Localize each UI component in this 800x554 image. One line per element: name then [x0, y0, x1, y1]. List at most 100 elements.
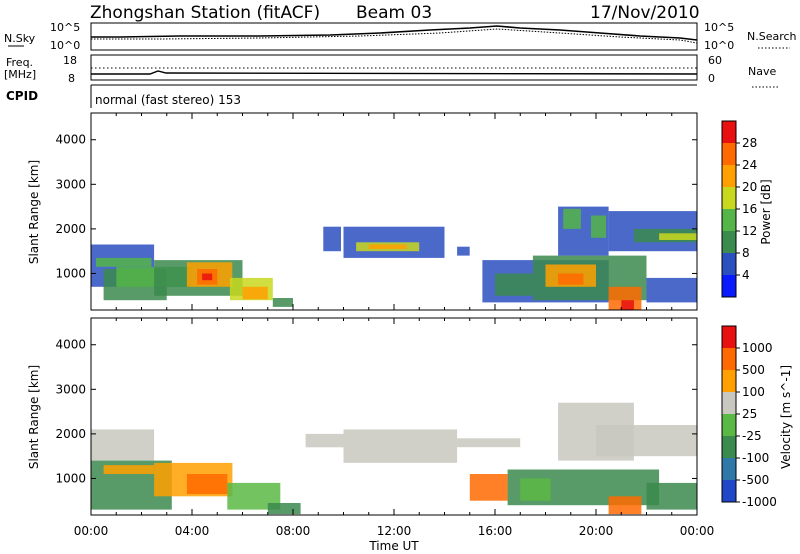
power-colorbar-block-5 — [722, 165, 736, 187]
date-label: 17/Nov/2010 — [590, 3, 700, 23]
power-colorbar-block-3 — [722, 209, 736, 231]
time-x-axis: 00:00 04:00 08:00 12:00 16:00 20:00 00:00 — [74, 524, 715, 538]
power-colorbar: 4 8 12 16 20 24 28 Power [dB] — [721, 120, 773, 298]
velocity-colorbar-block-4 — [722, 392, 736, 414]
velocity-scatter-region-10 — [469, 474, 508, 501]
power-scatter-region-14 — [368, 244, 407, 249]
power-ylabel: Slant Range [km] — [27, 160, 41, 264]
nsky-tick-bottom: 10^0 — [50, 39, 80, 52]
velocity-colorbar: 1000 500 100 25 -25 -100 -500 -1000 Velocity [m… — [721, 325, 793, 509]
cpid-panel: CPID normal (fast stereo) 153 — [6, 84, 697, 108]
power-ytick-label-2: 3000 — [55, 177, 86, 191]
velocity-scatter-region-14 — [596, 425, 697, 457]
velocity-colorbar-label-0: 1000 — [742, 341, 773, 355]
power-colorbar-block-6 — [722, 143, 736, 165]
nsky-label: N.Sky — [4, 32, 36, 45]
freq-trace — [91, 70, 698, 75]
velocity-colorbar-block-5 — [722, 370, 736, 392]
velocity-colorbar-block-6 — [722, 348, 736, 370]
velocity-ytick-label-1: 2000 — [55, 427, 86, 441]
power-scatter-region-1 — [96, 257, 152, 267]
velocity-colorbar-label-3: 25 — [742, 407, 757, 421]
velocity-ylabel: Slant Range [km] — [27, 365, 41, 469]
power-colorbar-blocks: 4 8 12 16 20 24 28 — [721, 120, 757, 298]
power-ytick-label-3: 4000 — [55, 133, 86, 147]
power-scatter-region-22 — [621, 300, 634, 310]
nsky-trace — [91, 25, 698, 41]
nsearch-tick-top: 10^5 — [704, 21, 734, 34]
power-colorbar-title: Power [dB] — [759, 179, 773, 244]
power-colorbar-block-1 — [722, 253, 736, 275]
velocity-colorbar-label-4: -25 — [742, 429, 762, 443]
velocity-colorbar-label-5: -100 — [742, 451, 769, 465]
power-scatter-region-25 — [563, 208, 581, 229]
velocity-scatter-region-7 — [305, 433, 344, 448]
nsky-panel: N.Sky 10^5 10^0 10^5 10^0 N.Search — [4, 21, 797, 52]
power-colorbar-label-0: 4 — [742, 268, 750, 282]
nave-tick-top: 60 — [708, 54, 722, 67]
freq-label: Freq. — [6, 56, 33, 69]
power-ytick-label-1: 2000 — [55, 222, 86, 236]
power-scatter-region-29 — [659, 233, 697, 240]
velocity-scatter-region-9 — [457, 438, 521, 448]
velocity-heatmap — [91, 402, 697, 515]
velocity-colorbar-label-2: 100 — [742, 385, 765, 399]
velocity-scatter-region-8 — [343, 429, 458, 463]
velocity-scatter-region-4 — [186, 474, 228, 495]
velocity-ytick-label-0: 1000 — [55, 471, 86, 485]
freq-frame — [90, 54, 698, 81]
freq-panel: Freq. [MHz] 18 8 60 0 Nave — [4, 54, 778, 88]
power-ytick-label-0: 1000 — [55, 266, 86, 280]
velocity-colorbar-title: Velocity [m s^-1] — [779, 365, 793, 469]
velocity-colorbar-block-2 — [722, 436, 736, 458]
freq-tick-bottom: 8 — [68, 72, 75, 85]
x-axis-label: Time UT — [368, 539, 419, 553]
velocity-scatter-region-0 — [91, 429, 155, 461]
power-colorbar-label-1: 8 — [742, 246, 750, 260]
xtick-label-5: 20:00 — [579, 524, 614, 538]
power-colorbar-label-6: 28 — [742, 136, 757, 150]
xtick-label-2: 08:00 — [276, 524, 311, 538]
velocity-colorbar-label-1: 500 — [742, 363, 765, 377]
nsearch-label: N.Search — [747, 30, 797, 43]
cpid-text: normal (fast stereo) 153 — [95, 93, 241, 107]
power-colorbar-block-2 — [722, 231, 736, 253]
power-colorbar-block-0 — [722, 275, 736, 297]
cpid-label: CPID — [6, 89, 38, 103]
velocity-colorbar-block-3 — [722, 414, 736, 436]
velocity-colorbar-label-6: -500 — [742, 473, 769, 487]
velocity-colorbar-blocks: 1000 500 100 25 -25 -100 -500 -1000 — [721, 325, 777, 509]
nave-tick-bottom: 0 — [708, 72, 715, 85]
power-scatter-region-17 — [495, 273, 533, 296]
velocity-colorbar-label-7: -1000 — [742, 495, 777, 509]
xtick-label-4: 16:00 — [478, 524, 513, 538]
beam-label: Beam 03 — [356, 3, 432, 23]
power-colorbar-label-2: 12 — [742, 224, 757, 238]
power-y-axis: 1000 2000 3000 4000 — [55, 113, 698, 310]
power-colorbar-label-4: 20 — [742, 180, 757, 194]
power-colorbar-block-4 — [722, 187, 736, 209]
velocity-scatter-region-12 — [520, 478, 551, 501]
velocity-colorbar-block-0 — [722, 480, 736, 502]
power-heatmap — [91, 206, 697, 310]
power-scatter-region-9 — [242, 286, 268, 300]
power-scatter-region-10 — [272, 298, 293, 307]
velocity-scatter-region-6 — [267, 503, 301, 515]
power-scatter-region-26 — [591, 215, 607, 238]
nsky-tick-top: 10^5 — [50, 21, 80, 34]
power-scatter-region-20 — [558, 273, 584, 285]
power-panel: 1000 2000 3000 4000 Slant Range [km] — [27, 112, 698, 311]
velocity-scatter-region-15 — [608, 496, 642, 515]
velocity-colorbar-block-7 — [722, 326, 736, 348]
xtick-label-1: 04:00 — [175, 524, 210, 538]
power-colorbar-label-5: 24 — [742, 158, 757, 172]
xtick-label-0: 00:00 — [74, 524, 109, 538]
velocity-scatter-region-2 — [103, 465, 155, 474]
xtick-label-3: 12:00 — [377, 524, 412, 538]
power-scatter-region-15 — [457, 246, 470, 256]
nave-label: Nave — [748, 65, 776, 78]
velocity-scatter-region-16 — [646, 482, 697, 510]
freq-unit: [MHz] — [4, 68, 36, 81]
